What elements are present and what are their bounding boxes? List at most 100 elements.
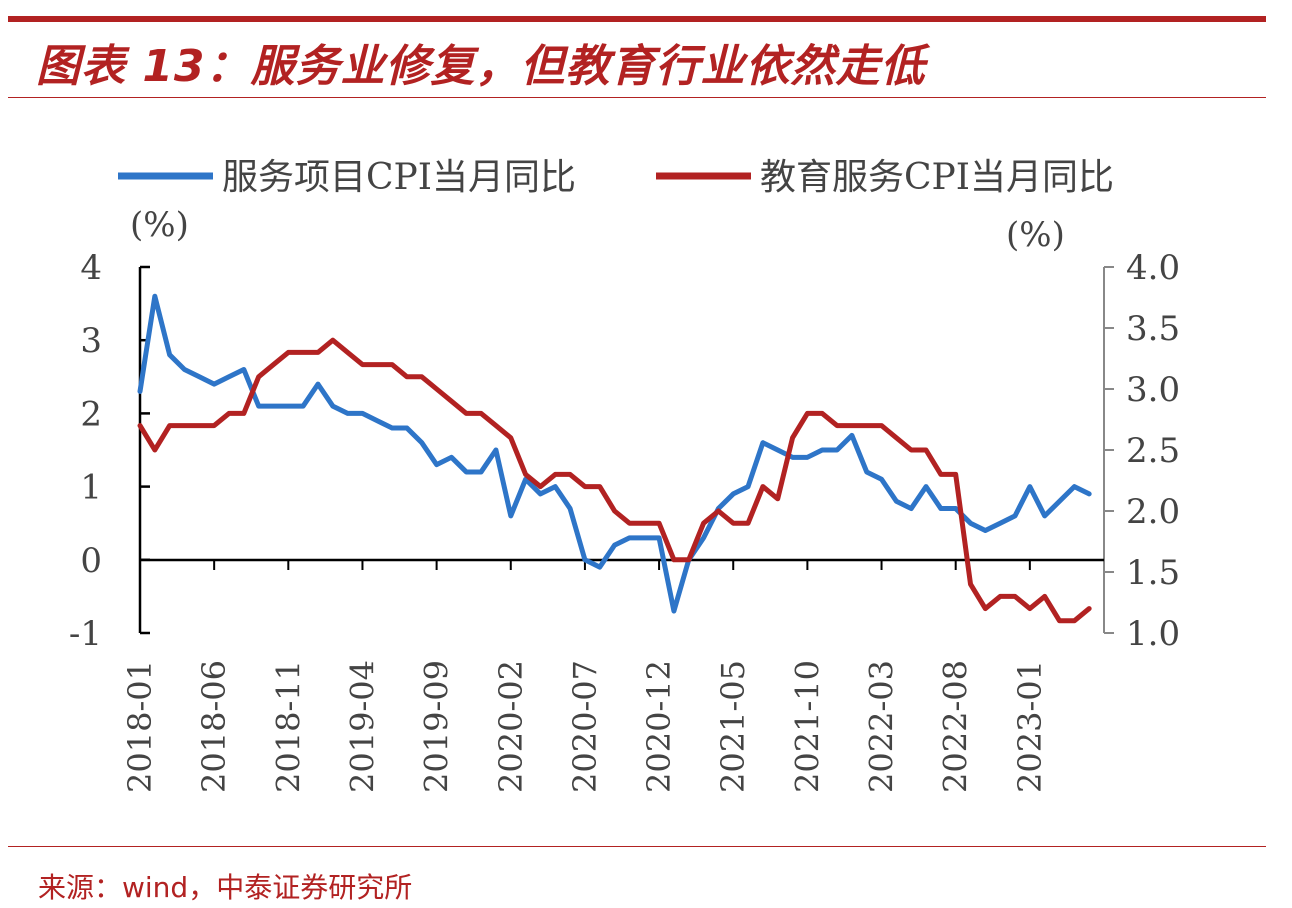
data-point [658,522,660,524]
x-axis-tick-label: 2019-09 [418,660,456,793]
data-point [287,405,290,407]
data-point [435,463,438,466]
data-point [168,424,171,427]
data-point [791,456,794,459]
data-point [762,485,764,488]
data-point [509,437,512,439]
data-point [183,368,186,371]
data-point [940,473,942,476]
series-line-education [137,337,1092,624]
data-point [465,412,468,415]
data-point [228,376,230,378]
data-point [272,363,275,366]
data-point [880,424,883,427]
data-point [361,412,364,415]
data-point [895,437,898,439]
source-note: 来源：wind，中泰证券研究所 [38,871,413,904]
left-axis-unit: (%) [130,205,189,245]
data-point [865,424,868,427]
axes: 4 3 2 1 0 -1 4.0 3.5 3.0 2.5 2.0 1.5 1.0 2018-01 2018-… [69,248,1180,793]
data-point [732,522,735,524]
data-point [673,610,675,612]
data-point [539,493,542,495]
x-axis-tick-label: 2019-04 [343,660,381,793]
top-rule [8,16,1266,22]
data-point [243,412,245,415]
data-point [836,449,838,451]
data-point [183,424,186,427]
data-point [762,441,764,444]
data-point [420,376,423,378]
data-point [702,522,705,524]
x-axis-tick-label: 2020-02 [492,660,530,793]
data-point [584,485,586,488]
data-point [717,510,720,512]
data-point [139,424,141,427]
data-point [925,449,927,451]
data-point [317,383,319,385]
data-point [480,412,482,415]
data-point [598,566,601,568]
data-point [613,544,616,546]
data-point [776,498,779,500]
x-axis-tick-label: 2022-03 [863,660,901,793]
bottom-rule [8,846,1266,847]
data-point [554,473,557,476]
data-point [791,437,794,439]
data-point [643,537,646,539]
data-point [1029,485,1031,488]
data-point [658,537,660,539]
data-point [1014,515,1016,517]
x-axis-tick-label: 2020-07 [566,660,604,793]
data-point [524,478,527,481]
data-point [673,559,675,561]
data-point [376,419,379,422]
right-axis-tick-label: 2.5 [1126,431,1180,471]
data-point [569,473,571,476]
data-point [539,485,542,488]
data-point [1088,493,1090,495]
right-axis-tick-label: 1.5 [1126,553,1180,593]
data-point [925,485,927,488]
left-axis-tick-label: 3 [80,321,102,361]
data-point [213,424,215,427]
data-point [139,390,141,393]
data-point [1029,607,1031,610]
data-point [376,363,379,366]
data-point [154,295,156,298]
x-axis-tick-label: 2021-05 [714,660,752,793]
data-point [317,351,319,354]
data-point [420,441,423,444]
x-axis-tick-label: 2018-01 [121,660,159,793]
title-rule [8,97,1266,98]
data-point [346,351,349,354]
data-point [168,354,171,356]
legend: 服务项目CPI当月同比 教育服务CPI当月同比 [118,157,1114,198]
data-point [598,485,601,488]
data-point [524,473,527,476]
data-point [806,412,809,415]
left-axis-tick-label: 1 [80,468,102,508]
data-point [880,478,883,481]
data-point [747,485,749,488]
data-point [332,405,334,407]
data-point [554,485,557,488]
data-point [287,351,290,354]
data-point [480,471,482,473]
data-point [1043,595,1046,598]
left-axis-tick-label: -1 [69,614,102,654]
data-point [1043,515,1046,517]
data-point [851,424,853,427]
data-point [821,412,824,415]
data-point [332,339,334,342]
data-point [895,500,898,503]
data-point [584,559,586,561]
data-point [198,376,201,378]
x-axis-tick-label: 2023-01 [1011,660,1049,793]
data-point [954,507,957,510]
data-point [999,595,1001,598]
x-axis-tick-label: 2018-11 [269,660,307,793]
data-point [1073,485,1076,488]
data-point [495,449,497,451]
